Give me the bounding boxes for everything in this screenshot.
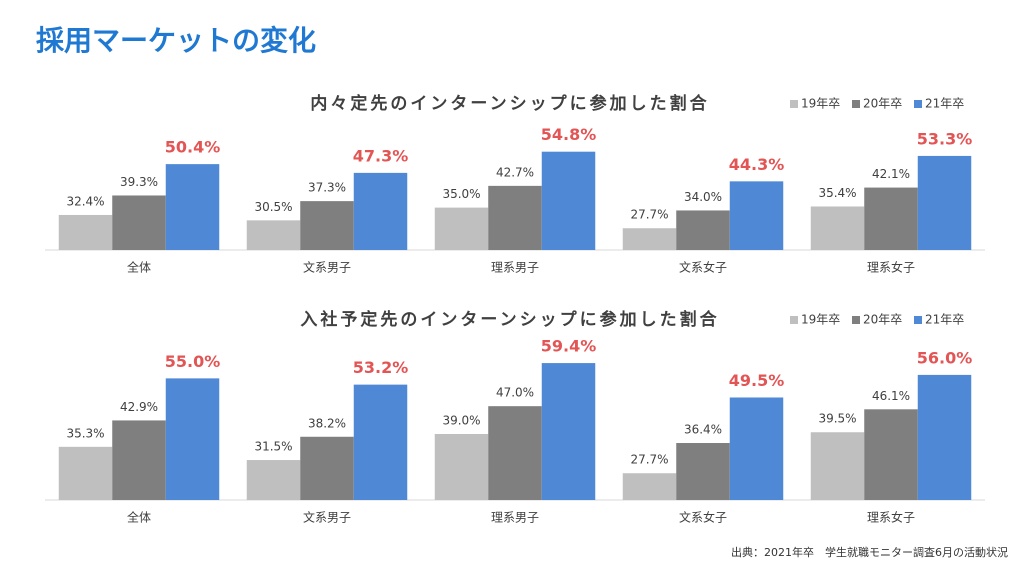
bar	[676, 210, 730, 250]
legend-label: 19年卒	[801, 313, 840, 327]
bar	[434, 433, 489, 500]
data-label: 44.3%	[729, 155, 785, 174]
data-label: 30.5%	[254, 200, 292, 214]
bar	[300, 436, 354, 500]
bar	[353, 384, 408, 500]
bar	[488, 185, 542, 250]
x-tick-label: 理系男子	[491, 511, 539, 525]
data-label: 46.1%	[872, 389, 910, 403]
legend-label: 21年卒	[925, 313, 964, 327]
chart-title: 内々定先のインターンシップに参加した割合	[310, 93, 709, 114]
data-label: 35.4%	[818, 186, 856, 200]
x-tick-label: 理系女子	[867, 510, 915, 525]
data-label: 42.1%	[872, 167, 910, 181]
data-label: 39.0%	[442, 413, 480, 427]
data-label: 47.3%	[353, 146, 409, 165]
x-tick-label: 理系男子	[491, 261, 539, 275]
data-label: 27.7%	[630, 453, 668, 467]
legend-swatch	[790, 316, 798, 324]
bar	[622, 228, 677, 250]
bar	[353, 172, 408, 250]
bar	[622, 473, 677, 500]
legend-label: 19年卒	[801, 97, 840, 111]
bar	[58, 214, 113, 250]
x-tick-label: 理系女子	[867, 260, 915, 275]
bar	[246, 460, 301, 500]
data-label: 37.3%	[308, 181, 346, 195]
bar	[112, 195, 166, 250]
data-label: 39.5%	[818, 412, 856, 426]
bar	[58, 446, 113, 500]
bar	[488, 406, 542, 500]
bar	[434, 207, 489, 250]
x-tick-label: 文系男子	[303, 510, 351, 525]
bar	[541, 151, 596, 250]
data-label: 59.4%	[541, 337, 597, 356]
slide-title: 採用マーケットの変化	[36, 24, 316, 57]
data-label: 56.0%	[917, 348, 973, 367]
x-tick-label: 文系女子	[679, 260, 727, 275]
x-tick-label: 文系男子	[303, 260, 351, 275]
data-label: 36.4%	[684, 423, 722, 437]
data-label: 34.0%	[684, 190, 722, 204]
data-label: 47.0%	[496, 386, 534, 400]
bar	[864, 187, 918, 250]
bar	[112, 420, 166, 500]
data-label: 42.7%	[496, 165, 534, 179]
legend-label: 20年卒	[863, 97, 902, 111]
legend-swatch	[914, 100, 922, 108]
bar	[246, 220, 301, 250]
data-label: 50.4%	[165, 138, 221, 157]
x-tick-label: 文系女子	[679, 510, 727, 525]
bar	[729, 181, 784, 250]
data-label: 35.0%	[442, 187, 480, 201]
bar	[165, 378, 220, 500]
bar	[300, 201, 354, 250]
bar	[810, 432, 865, 500]
source-note: 出典：2021年卒 学生就職モニター調査6月の活動状況	[731, 545, 1008, 559]
legend-label: 20年卒	[863, 313, 902, 327]
data-label: 42.9%	[120, 400, 158, 414]
bar	[864, 409, 918, 500]
data-label: 55.0%	[165, 352, 221, 371]
data-label: 53.2%	[353, 358, 409, 377]
data-label: 49.5%	[729, 371, 785, 390]
chart-title: 入社予定先のインターンシップに参加した割合	[300, 309, 719, 330]
data-label: 32.4%	[66, 194, 104, 208]
data-label: 38.2%	[308, 416, 346, 430]
bar	[165, 164, 220, 250]
data-label: 31.5%	[254, 440, 292, 454]
x-tick-label: 全体	[127, 510, 151, 525]
data-label: 54.8%	[541, 125, 597, 144]
bar	[676, 443, 730, 500]
bar	[917, 374, 972, 500]
bar	[810, 206, 865, 250]
legend-swatch	[914, 316, 922, 324]
data-label: 39.3%	[120, 175, 158, 189]
legend-swatch	[790, 100, 798, 108]
data-label: 27.7%	[630, 208, 668, 222]
bar	[541, 363, 596, 500]
bar	[917, 155, 972, 250]
legend-swatch	[852, 100, 860, 108]
data-label: 35.3%	[66, 426, 104, 440]
data-label: 53.3%	[917, 129, 973, 148]
legend-swatch	[852, 316, 860, 324]
bar	[729, 397, 784, 500]
x-tick-label: 全体	[127, 260, 151, 275]
legend-label: 21年卒	[925, 97, 964, 111]
